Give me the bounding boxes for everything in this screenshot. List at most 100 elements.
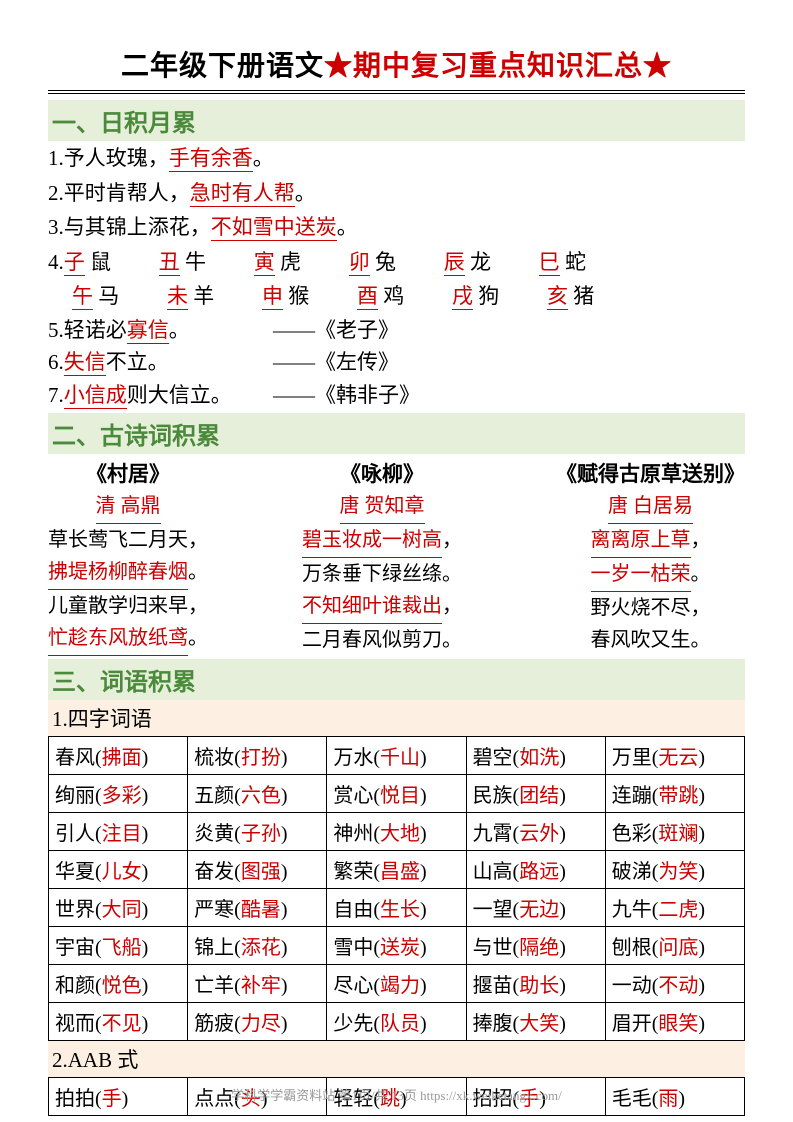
word-cell: 山高(路远) — [466, 850, 605, 888]
word-cell: 连蹦(带跳) — [605, 774, 744, 812]
poem-line: 儿童散学归来早， — [48, 591, 208, 622]
star-icon: ★ — [324, 51, 353, 82]
word-cell: 视而(不见) — [49, 1002, 188, 1040]
poem-line: 一岁一枯荣。 — [556, 559, 745, 592]
poem-line: 碧玉妆成一树高， — [302, 525, 462, 558]
poem-author: 清 高鼎 — [96, 491, 161, 524]
poem-line: 草长莺飞二月天， — [48, 525, 208, 556]
word-cell: 锦上(添花) — [188, 926, 327, 964]
table-row: 世界(大同)严寒(酷暑)自由(生长)一望(无边)九牛(二虎) — [49, 888, 745, 926]
word-cell: 五颜(六色) — [188, 774, 327, 812]
table-row: 视而(不见)筋疲(力尽)少先(队员)捧腹(大笑)眉开(眼笑) — [49, 1002, 745, 1040]
word-cell: 色彩(斑斓) — [605, 812, 744, 850]
zodiac-pair: 寅 虎 — [254, 246, 349, 279]
zodiac-pair: 午 马 — [72, 280, 167, 313]
word-cell: 雪中(送炭) — [327, 926, 466, 964]
idiom-line: 1.予人玫瑰，手有余香。 — [48, 141, 745, 176]
word-cell: 世界(大同) — [49, 888, 188, 926]
poem: 《村居》清 高鼎草长莺飞二月天，拂堤杨柳醉春烟。儿童散学归来早，忙趁东风放纸鸢。 — [48, 458, 208, 657]
section-3-header: 三、词语积累 — [48, 659, 745, 700]
word-cell: 绚丽(多彩) — [49, 774, 188, 812]
poems-container: 《村居》清 高鼎草长莺飞二月天，拂堤杨柳醉春烟。儿童散学归来早，忙趁东风放纸鸢。… — [48, 458, 745, 657]
word-cell: 一望(无边) — [466, 888, 605, 926]
poem-title: 《村居》 — [48, 458, 208, 491]
idiom-line: 5.轻诺必寡信。——《老子》 — [48, 314, 745, 347]
zodiac-pair: 戌 狗 — [452, 280, 547, 313]
word-cell: 碧空(如洗) — [466, 736, 605, 774]
word-table-1: 春风(拂面)梳妆(打扮)万水(千山)碧空(如洗)万里(无云)绚丽(多彩)五颜(六… — [48, 736, 745, 1041]
poem-line: 离离原上草， — [556, 525, 745, 558]
word-cell: 九牛(二虎) — [605, 888, 744, 926]
zodiac-pair: 辰 龙 — [444, 246, 539, 279]
zodiac-pair: 酉 鸡 — [357, 280, 452, 313]
zodiac-pair: 丑 牛 — [159, 246, 254, 279]
zodiac-pair: 巳 蛇 — [539, 246, 634, 279]
word-cell: 和颜(悦色) — [49, 964, 188, 1002]
word-cell: 筋疲(力尽) — [188, 1002, 327, 1040]
word-cell: 炎黄(子孙) — [188, 812, 327, 850]
word-subheader-1: 1.四字词语 — [48, 700, 745, 736]
word-cell: 民族(团结) — [466, 774, 605, 812]
idiom-line: 2.平时肯帮人，急时有人帮。 — [48, 176, 745, 211]
word-cell: 少先(队员) — [327, 1002, 466, 1040]
word-cell: 神州(大地) — [327, 812, 466, 850]
word-cell: 自由(生长) — [327, 888, 466, 926]
page-footer: 学科学学霸资料站 第1页/共 13页 https://xk.weiketangx… — [0, 1085, 793, 1104]
word-cell: 宇宙(飞船) — [49, 926, 188, 964]
table-row: 华夏(儿女)奋发(图强)繁荣(昌盛)山高(路远)破涕(为笑) — [49, 850, 745, 888]
word-cell: 引人(注目) — [49, 812, 188, 850]
title-red: 期中复习重点知识汇总 — [353, 51, 643, 82]
poem-author: 唐 贺知章 — [340, 491, 425, 524]
poem-line: 拂堤杨柳醉春烟。 — [48, 557, 208, 590]
table-row: 绚丽(多彩)五颜(六色)赏心(悦目)民族(团结)连蹦(带跳) — [49, 774, 745, 812]
word-cell: 万里(无云) — [605, 736, 744, 774]
table-row: 春风(拂面)梳妆(打扮)万水(千山)碧空(如洗)万里(无云) — [49, 736, 745, 774]
title-black: 二年级下册语文 — [121, 51, 324, 82]
section-1-header: 一、日积月累 — [48, 100, 745, 141]
poem-author: 唐 白居易 — [608, 491, 693, 524]
word-cell: 尽心(竭力) — [327, 964, 466, 1002]
word-cell: 揠苗(助长) — [466, 964, 605, 1002]
idiom-line: 7.小信成则大信立。——《韩非子》 — [48, 379, 745, 412]
word-cell: 梳妆(打扮) — [188, 736, 327, 774]
word-cell: 赏心(悦目) — [327, 774, 466, 812]
word-cell: 奋发(图强) — [188, 850, 327, 888]
zodiac-pair: 子 鼠 — [64, 246, 159, 279]
poem-line: 万条垂下绿丝绦。 — [302, 559, 462, 590]
zodiac-pair: 卯 兔 — [349, 246, 444, 279]
table-row: 引人(注目)炎黄(子孙)神州(大地)九霄(云外)色彩(斑斓) — [49, 812, 745, 850]
idiom-line: 6.失信不立。——《左传》 — [48, 346, 745, 379]
word-cell: 春风(拂面) — [49, 736, 188, 774]
zodiac-pair: 亥 猪 — [547, 280, 642, 313]
word-cell: 繁荣(昌盛) — [327, 850, 466, 888]
word-cell: 与世(隔绝) — [466, 926, 605, 964]
document-title: 二年级下册语文★期中复习重点知识汇总★ — [48, 44, 745, 94]
poem: 《咏柳》唐 贺知章碧玉妆成一树高，万条垂下绿丝绦。不知细叶谁裁出，二月春风似剪刀… — [302, 458, 462, 657]
table-row: 宇宙(飞船)锦上(添花)雪中(送炭)与世(隔绝)刨根(问底) — [49, 926, 745, 964]
poem-line: 忙趁东风放纸鸢。 — [48, 623, 208, 656]
poem-title: 《咏柳》 — [302, 458, 462, 491]
star-icon: ★ — [643, 51, 672, 82]
word-cell: 九霄(云外) — [466, 812, 605, 850]
poem-line: 不知细叶谁裁出， — [302, 591, 462, 624]
word-cell: 华夏(儿女) — [49, 850, 188, 888]
idiom-line: 3.与其锦上添花，不如雪中送炭。 — [48, 210, 745, 245]
section-2-header: 二、古诗词积累 — [48, 413, 745, 454]
word-subheader-2: 2.AAB 式 — [48, 1041, 745, 1077]
zodiac-pair: 未 羊 — [167, 280, 262, 313]
word-cell: 捧腹(大笑) — [466, 1002, 605, 1040]
word-cell: 刨根(问底) — [605, 926, 744, 964]
word-cell: 亡羊(补牢) — [188, 964, 327, 1002]
poem-line: 二月春风似剪刀。 — [302, 625, 462, 656]
word-cell: 眉开(眼笑) — [605, 1002, 744, 1040]
zodiac-row-2: 午 马未 羊申 猴酉 鸡戌 狗亥 猪 — [48, 279, 745, 314]
table-row: 和颜(悦色)亡羊(补牢)尽心(竭力)揠苗(助长)一动(不动) — [49, 964, 745, 1002]
zodiac-pair: 申 猴 — [262, 280, 357, 313]
word-cell: 万水(千山) — [327, 736, 466, 774]
poem: 《赋得古原草送别》唐 白居易离离原上草，一岁一枯荣。野火烧不尽，春风吹又生。 — [556, 458, 745, 657]
zodiac-row-1: 4.子 鼠丑 牛寅 虎卯 兔辰 龙巳 蛇 — [48, 245, 745, 280]
poem-line: 春风吹又生。 — [556, 625, 745, 656]
word-cell: 严寒(酷暑) — [188, 888, 327, 926]
word-cell: 一动(不动) — [605, 964, 744, 1002]
poem-line: 野火烧不尽， — [556, 593, 745, 624]
